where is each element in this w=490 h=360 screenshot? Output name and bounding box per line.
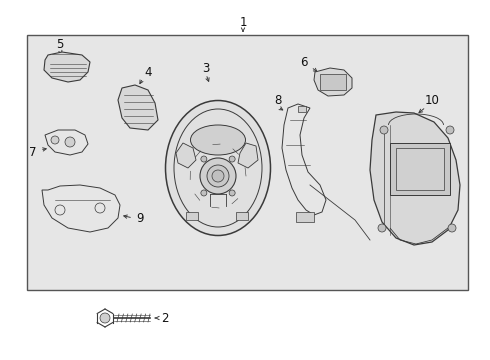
Polygon shape (370, 112, 460, 245)
Text: 7: 7 (29, 145, 37, 158)
Circle shape (448, 224, 456, 232)
Bar (396, 148, 444, 190)
Text: 1: 1 (239, 15, 247, 28)
Ellipse shape (166, 100, 270, 235)
Bar (298, 106, 306, 112)
Polygon shape (118, 85, 158, 130)
Circle shape (212, 170, 224, 182)
Bar (320, 74, 346, 90)
Polygon shape (176, 143, 196, 168)
Bar (390, 143, 450, 195)
Polygon shape (44, 52, 90, 82)
Circle shape (229, 190, 235, 196)
Circle shape (380, 126, 388, 134)
Text: 9: 9 (136, 212, 144, 225)
Polygon shape (238, 143, 258, 168)
Bar (236, 212, 248, 220)
Circle shape (65, 137, 75, 147)
Bar (296, 212, 314, 222)
Circle shape (201, 156, 207, 162)
Circle shape (207, 165, 229, 187)
Circle shape (51, 136, 59, 144)
Circle shape (100, 313, 110, 323)
Ellipse shape (174, 109, 262, 227)
Circle shape (229, 156, 235, 162)
Polygon shape (314, 68, 352, 96)
Text: 2: 2 (161, 311, 169, 324)
Ellipse shape (191, 125, 245, 155)
Text: 3: 3 (202, 62, 210, 75)
Text: 5: 5 (56, 37, 64, 50)
Circle shape (201, 190, 207, 196)
Text: 4: 4 (144, 66, 152, 78)
Circle shape (446, 126, 454, 134)
Bar (186, 212, 198, 220)
Circle shape (378, 224, 386, 232)
Text: 10: 10 (424, 94, 440, 107)
Bar (27, 35, 468, 290)
Circle shape (200, 158, 236, 194)
Text: 6: 6 (300, 55, 308, 68)
Text: 8: 8 (274, 94, 282, 107)
